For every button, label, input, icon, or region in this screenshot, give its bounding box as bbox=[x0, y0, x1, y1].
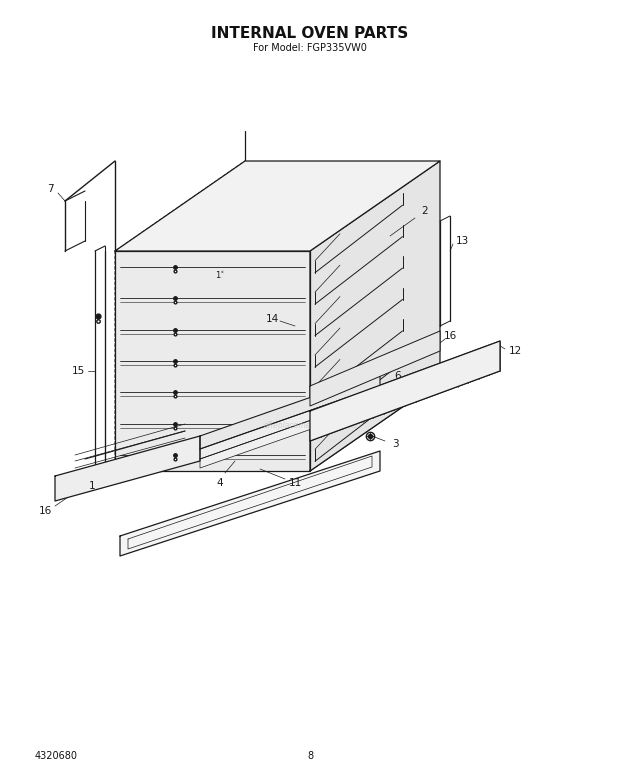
Text: 4: 4 bbox=[395, 391, 401, 401]
Text: 1: 1 bbox=[89, 481, 95, 491]
Polygon shape bbox=[310, 161, 440, 471]
Text: 14: 14 bbox=[265, 314, 278, 324]
Text: 1˂: 1˂ bbox=[215, 272, 224, 280]
Text: 16: 16 bbox=[38, 506, 51, 516]
Text: 4: 4 bbox=[216, 478, 223, 488]
Polygon shape bbox=[200, 396, 380, 468]
Polygon shape bbox=[115, 381, 440, 471]
Polygon shape bbox=[115, 161, 440, 251]
Text: 3: 3 bbox=[392, 439, 398, 449]
Text: 4320680: 4320680 bbox=[35, 751, 78, 761]
Text: 12: 12 bbox=[508, 346, 521, 356]
Polygon shape bbox=[55, 436, 200, 501]
Text: 5: 5 bbox=[395, 381, 401, 391]
Polygon shape bbox=[115, 251, 310, 471]
Text: 13: 13 bbox=[455, 236, 469, 246]
Text: 2: 2 bbox=[422, 206, 428, 216]
Text: 7: 7 bbox=[46, 184, 53, 194]
Text: eReplacementParts.com: eReplacementParts.com bbox=[264, 422, 356, 430]
Text: 11: 11 bbox=[288, 478, 301, 488]
Polygon shape bbox=[310, 331, 440, 406]
Polygon shape bbox=[310, 341, 500, 441]
Text: For Model: FGP335VW0: For Model: FGP335VW0 bbox=[253, 43, 367, 53]
Text: 16: 16 bbox=[443, 331, 456, 341]
Text: 8: 8 bbox=[307, 751, 313, 761]
Polygon shape bbox=[115, 161, 245, 471]
Text: 15: 15 bbox=[71, 366, 84, 376]
Text: 6: 6 bbox=[395, 371, 401, 381]
Polygon shape bbox=[120, 451, 380, 556]
Text: INTERNAL OVEN PARTS: INTERNAL OVEN PARTS bbox=[211, 26, 409, 41]
Polygon shape bbox=[200, 386, 380, 459]
Polygon shape bbox=[200, 373, 380, 449]
